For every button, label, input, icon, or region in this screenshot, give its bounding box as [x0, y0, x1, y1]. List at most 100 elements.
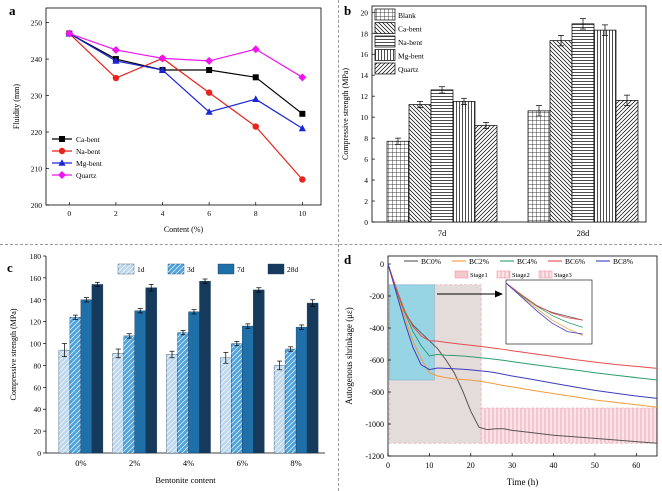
panel-b-category-label: 28d [577, 228, 591, 238]
panel-b-ytick-label: 6 [364, 155, 368, 164]
panel-c-bar [199, 280, 211, 454]
panel-a-data-point [205, 56, 214, 65]
panel-a-data-point [158, 54, 167, 63]
panel-d-stage-legend-swatch [538, 270, 553, 279]
panel-c-legend-swatch-hatch [118, 264, 134, 274]
panel-d-x-axis-label: Time (h) [507, 477, 538, 487]
panel-a-data-point [298, 73, 307, 82]
panel-b-bar [452, 101, 476, 223]
panel-a-series-line [69, 32, 303, 78]
panel-a-data-point [112, 74, 120, 82]
panel-a-plot-frame [45, 7, 322, 206]
panel-b-ytick-label: 18 [361, 29, 369, 38]
panel-a-legend-marker [59, 136, 65, 142]
panel-c-ytick-label: 120 [30, 318, 42, 327]
panel-c-legend-swatch-hatch [168, 264, 184, 274]
panel-d-stage3-region [480, 407, 658, 444]
panel-c-bar-hatch [231, 343, 243, 453]
panel-d-stage-legend-label: Stage3 [554, 272, 572, 279]
panel-c-ytick-label: 180 [30, 252, 42, 261]
panel-c-legend-swatch [267, 263, 285, 275]
panel-b-ytick-label: 10 [361, 113, 369, 122]
panel-c-bar [306, 302, 319, 454]
panel-b-ytick-label: 2 [364, 197, 368, 206]
vertical-divider [338, 0, 339, 491]
panel-d-xtick-label: 10 [425, 461, 433, 470]
panel-d-y-axis-label: Autogenous shrinkage (με) [344, 307, 354, 405]
panel-d-inset-series-line [505, 282, 583, 328]
panel-b-legend-swatch [374, 8, 396, 21]
panel-a-data-point [251, 45, 260, 54]
panel-c-ytick-label: 160 [30, 274, 42, 283]
panel-a-data-point [299, 110, 306, 117]
panel-b-bar [474, 125, 498, 223]
panel-a-data-point [252, 123, 259, 130]
panel-b-label: b [344, 3, 351, 18]
panel-b-bar [408, 104, 432, 223]
panel-b-legend-label: Mg-bent [398, 52, 425, 61]
panel-a-legend-label: Mg-bent [76, 159, 103, 168]
panel-d-stage1-region [388, 284, 435, 381]
panel-d-series-line [387, 263, 658, 408]
panel-c-label: c [7, 260, 13, 275]
panel-a-data-point [112, 57, 120, 64]
panel-c-bar-hatch [58, 350, 70, 453]
panel-a-data-point [252, 95, 260, 103]
panel-d-xtick-label: 60 [632, 461, 640, 470]
panel-a-legend-marker [58, 171, 66, 179]
panel-d-xtick-label: 20 [467, 461, 475, 470]
panel-c-legend-label: 3d [187, 265, 195, 274]
panel-d-legend-label: BC0% [421, 257, 441, 266]
panel-b-bar [527, 110, 551, 223]
panel-d-stage-legend-swatch [454, 270, 469, 279]
panel-b-ytick-label: 0 [364, 218, 368, 227]
panel-d-series-line [387, 263, 658, 369]
panel-a-y-axis-label: Fluidity (mm) [12, 84, 21, 129]
panel-a-data-point [299, 176, 306, 183]
panel-b-y-axis-label: Compressive strength (MPa) [341, 68, 350, 160]
panel-a-xtick-label: 6 [207, 209, 211, 218]
panel-d-ytick-label: -1200 [365, 452, 384, 461]
panel-b-category-label: 7d [438, 228, 447, 238]
panel-c-bar-hatch [220, 357, 232, 453]
panel-a-xtick-label: 8 [254, 209, 258, 218]
panel-c-category-label: 4% [183, 458, 194, 468]
panel-a-data-point [65, 29, 74, 38]
panel-b-ytick-label: 4 [364, 176, 368, 185]
panel-d-ytick-label: 0 [380, 260, 384, 269]
panel-c-x-axis-label: Bentonite content [155, 475, 216, 485]
panel-c-bar-hatch [123, 335, 135, 453]
panel-d-ytick-label: -1000 [365, 420, 384, 429]
panel-a-data-point [206, 67, 213, 74]
panel-d-stage-legend-swatch [496, 270, 511, 279]
panel-a-data-point [298, 124, 306, 132]
panel-b-legend-label: Quartz [398, 65, 419, 74]
panel-a-ytick-label: 200 [31, 201, 43, 210]
panel-d-stage-legend-label: Stage2 [512, 272, 530, 279]
panel-b-legend-swatch [374, 22, 396, 34]
panel-d-inset-series-line [505, 282, 583, 335]
panel-c-bar-hatch [112, 353, 124, 453]
panel-b-bar [615, 100, 639, 223]
panel-c-category-label: 2% [129, 458, 140, 468]
panel-b-ytick-label: 12 [361, 92, 369, 101]
panel-c-bar [253, 289, 265, 454]
panel-d-legend-label: BC4% [517, 257, 537, 266]
panel-a-x-axis-label: Content (%) [164, 225, 204, 234]
panel-d-ytick-label: -600 [369, 356, 384, 365]
panel-a-legend-label: Na-bent [76, 147, 101, 156]
panel-c-ytick-label: 80 [34, 361, 42, 370]
panel-a-ytick-label: 230 [31, 92, 43, 101]
panel-b-ytick-label: 8 [364, 134, 368, 143]
panel-a-series-line [69, 33, 303, 129]
panel-c-bar [188, 311, 200, 454]
panel-c-bar [295, 326, 308, 454]
panel-b-bar [571, 23, 595, 223]
panel-a-legend-marker [58, 147, 66, 155]
panel-c-legend-label: 28d [287, 265, 299, 274]
panel-b-legend-label: Na-bent [398, 38, 423, 47]
panel-a-data-point [205, 108, 213, 115]
panel-d-inset-series-line [505, 282, 583, 321]
panel-b-legend-label: Ca-bent [398, 25, 423, 34]
panel-c-category-label: 0% [75, 458, 86, 468]
